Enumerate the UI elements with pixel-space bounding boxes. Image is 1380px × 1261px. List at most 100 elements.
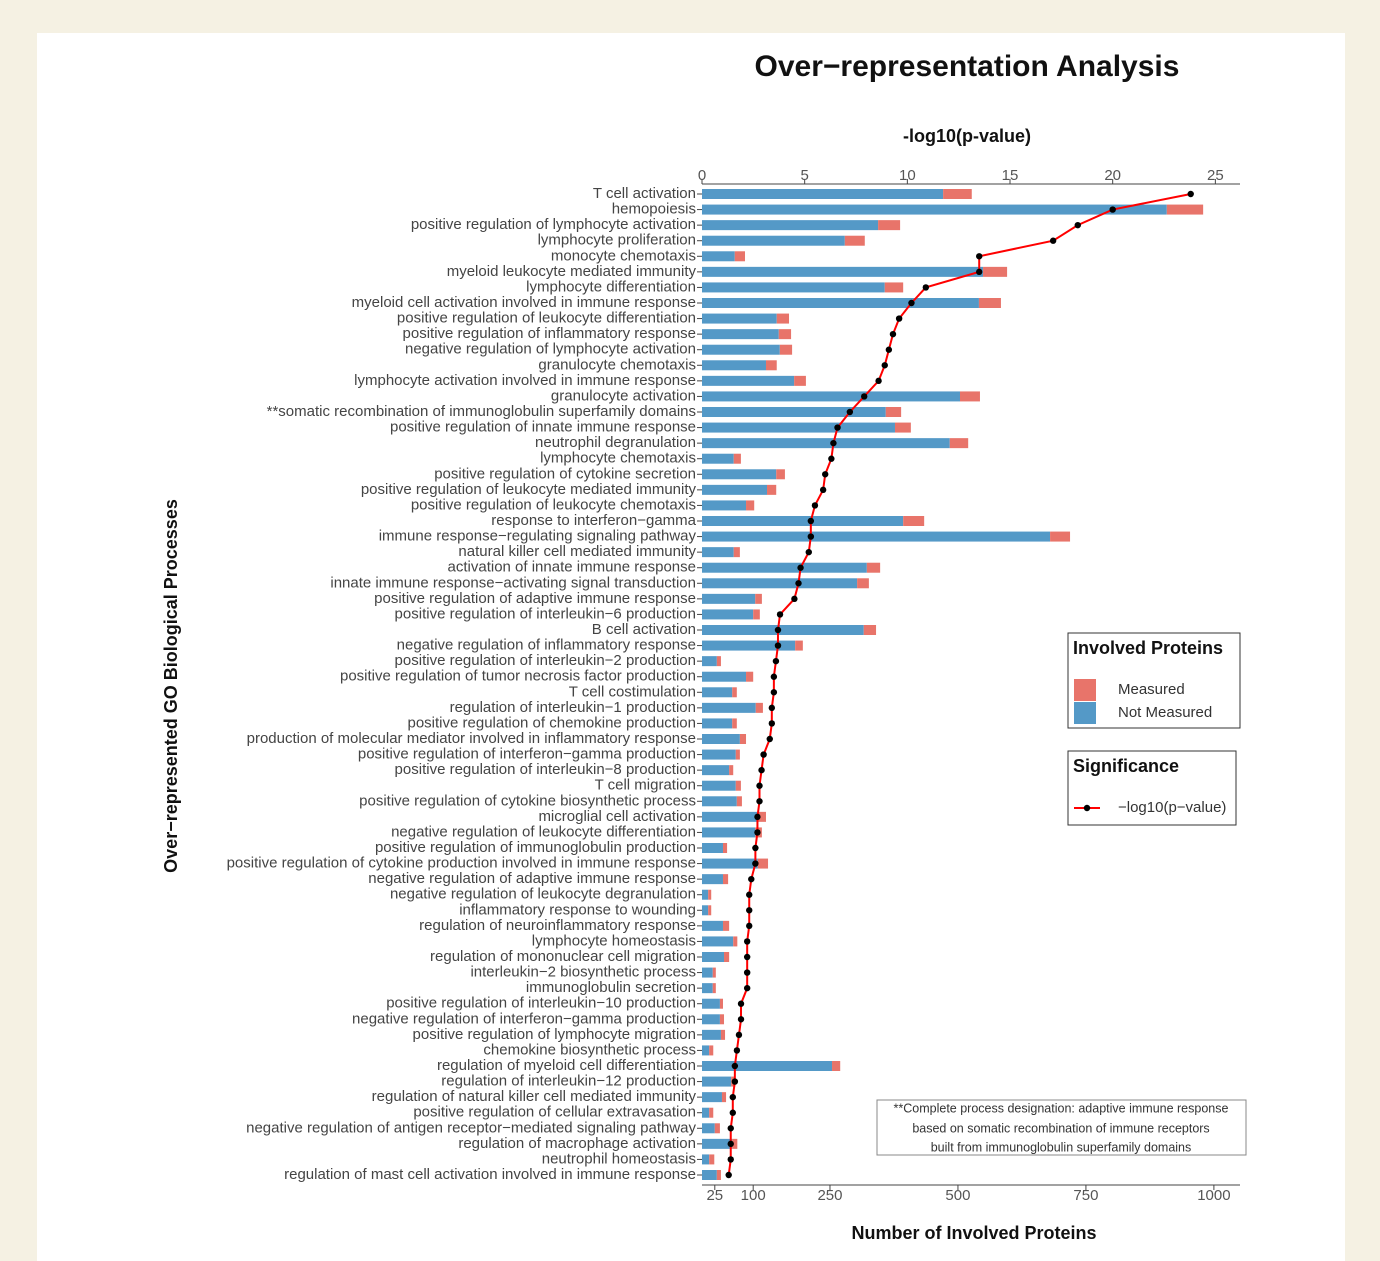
bar-segment	[863, 625, 877, 635]
bar-segment	[702, 1107, 710, 1118]
significance-point	[756, 782, 763, 789]
bar-segment	[779, 344, 793, 355]
significance-point	[875, 377, 882, 385]
bar-segment	[732, 1138, 738, 1149]
y-tick-label: positive regulation of leukocyte differe…	[397, 310, 696, 327]
x2-tick-label: 20	[1104, 167, 1121, 184]
y-tick-label: immunoglobulin secretion	[526, 979, 696, 996]
bar-segment	[702, 1076, 732, 1087]
significance-point	[976, 268, 983, 276]
significance-point	[811, 502, 819, 509]
bar-segment	[735, 780, 741, 791]
bar-segment	[724, 952, 730, 962]
y-tick-label: positive regulation of lymphocyte migrat…	[413, 1026, 696, 1043]
y-tick-label: lymphocyte differentiation	[526, 278, 696, 295]
significance-point	[922, 284, 930, 291]
bar-segment	[702, 438, 950, 449]
significance-point	[733, 1047, 741, 1054]
significance-point	[885, 346, 893, 353]
bar-segment	[755, 702, 763, 713]
y-tick-label: positive regulation of cytokine producti…	[227, 855, 696, 872]
bar-segment	[702, 469, 777, 480]
significance-point	[889, 330, 897, 338]
y-tick-label: positive regulation of tumor necrosis fa…	[340, 668, 696, 685]
x-tick-label: 1000	[1197, 1187, 1230, 1204]
bar-segment	[702, 780, 736, 791]
bar-segment	[702, 827, 756, 838]
bar-segment	[732, 718, 737, 729]
bar-segment	[712, 983, 716, 994]
x2-tick-label: 15	[1002, 167, 1019, 184]
bar-segment	[702, 251, 735, 262]
y-tick-label: positive regulation of cellular extravas…	[413, 1104, 696, 1121]
bar-segment	[753, 609, 760, 620]
bar-segment	[702, 562, 867, 573]
y-tick-label: B cell activation	[592, 621, 696, 638]
bar-segment	[702, 1029, 721, 1040]
significance-point	[772, 657, 780, 665]
bar-segment	[702, 235, 845, 246]
x-tick-label: 500	[945, 1187, 970, 1204]
bar-segment	[794, 375, 806, 386]
significance-point	[754, 829, 761, 836]
y-tick-label: negative regulation of interferon−gamma …	[352, 1010, 696, 1027]
significance-point	[731, 1078, 739, 1085]
significance-line	[727, 193, 1191, 1176]
x-tick-label: 250	[817, 1187, 842, 1204]
significance-point	[743, 969, 751, 976]
significance-point	[743, 938, 751, 945]
y-tick-label: positive regulation of adaptive immune r…	[374, 590, 696, 607]
bar-segment	[832, 1061, 841, 1071]
y-tick-label: production of molecular mediator involve…	[247, 730, 696, 747]
bar-segment	[702, 920, 723, 931]
legend-label: Measured	[1118, 681, 1185, 698]
y-tick-label: regulation of macrophage activation	[458, 1135, 696, 1152]
bar-segment	[702, 500, 747, 511]
bar-segment	[702, 936, 734, 947]
y-tick-label: positive regulation of immunoglobulin pr…	[375, 839, 696, 856]
bar-segment	[857, 578, 869, 589]
bar-segment	[943, 189, 972, 199]
bar-segment	[702, 687, 733, 698]
bar-segment	[1166, 204, 1204, 215]
y-tick-label: positive regulation of interleukin−2 pro…	[395, 652, 696, 669]
significance-point	[752, 844, 759, 852]
significance-point	[805, 548, 812, 556]
y-tick-label: regulation of neuroinflammatory response	[419, 917, 696, 934]
y-tick-label: positive regulation of leukocyte chemota…	[411, 496, 696, 513]
y-tick-label: activation of innate immune response	[448, 559, 696, 576]
bar-segment	[720, 1029, 726, 1040]
bar-segment	[702, 625, 864, 635]
bar-segment	[722, 843, 728, 853]
y-tick-label: innate immune response−activating signal…	[330, 574, 696, 591]
y-tick-label: myeloid leukocyte mediated immunity	[447, 263, 697, 280]
bar-segment	[702, 360, 766, 371]
bar-segment	[702, 640, 796, 651]
significance-point	[776, 611, 784, 618]
y-tick-label: hemopoiesis	[612, 201, 696, 218]
bar-segment	[702, 547, 734, 558]
bar-segment	[702, 1092, 722, 1103]
legend-label: −log10(p−value)	[1118, 799, 1226, 816]
bar-segment	[765, 360, 777, 371]
bar-segment	[702, 220, 879, 231]
bar-segment	[702, 189, 944, 199]
significance-point	[729, 1109, 737, 1116]
bar-segment	[734, 251, 745, 262]
bar-segment	[702, 1061, 833, 1071]
y-tick-label: **somatic recombination of immunoglobuli…	[267, 403, 696, 420]
y-tick-label: regulation of interleukin−1 production	[450, 699, 696, 716]
bar-segment	[702, 1014, 720, 1025]
bar-segment	[757, 811, 766, 822]
significance-point	[770, 673, 778, 680]
chart-title: Over−representation Analysis	[755, 50, 1180, 83]
bar-segment	[735, 749, 740, 760]
legend-swatch	[1074, 679, 1096, 701]
bar-segment	[708, 889, 712, 900]
significance-point	[976, 253, 983, 260]
significance-point	[795, 580, 802, 587]
bar-segment	[959, 391, 980, 402]
bar-segment	[702, 407, 886, 417]
significance-point	[737, 1000, 745, 1007]
